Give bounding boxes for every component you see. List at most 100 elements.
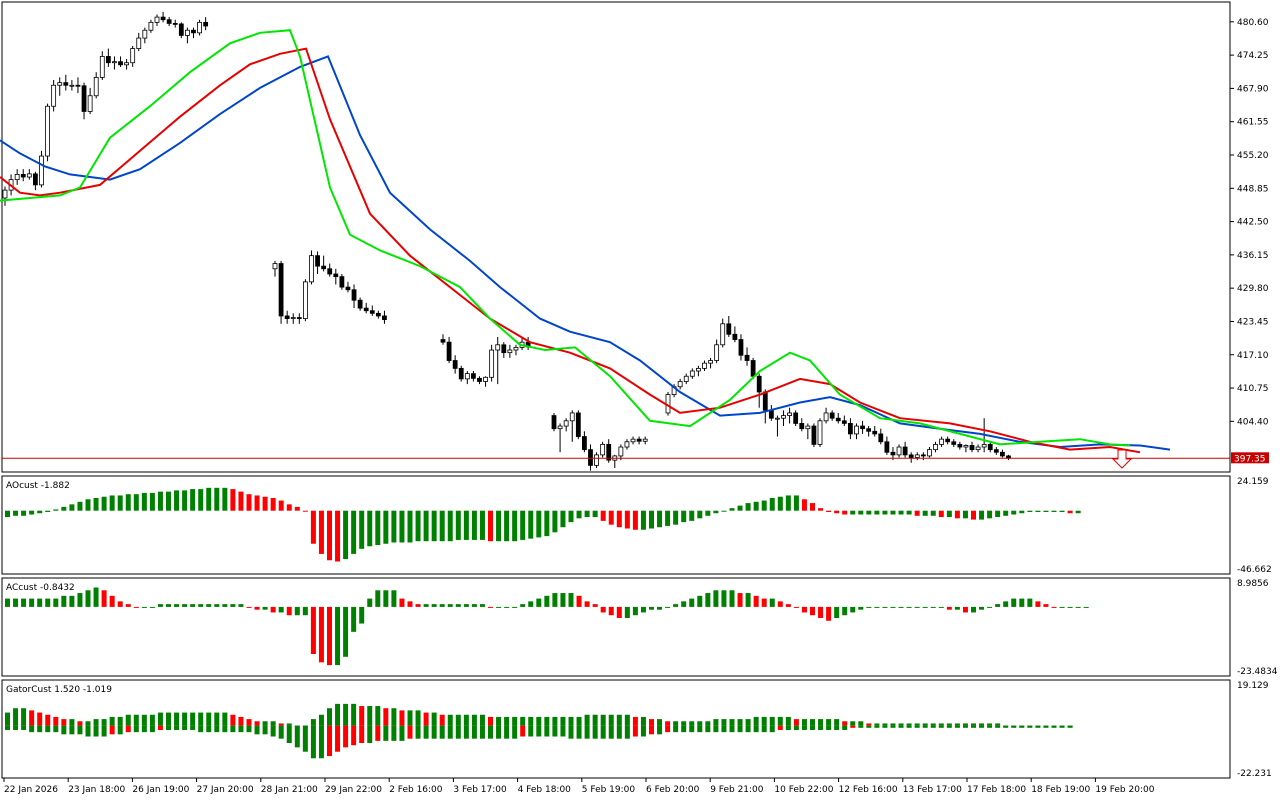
histogram-bar: [198, 712, 204, 726]
histogram-bar: [351, 703, 357, 726]
histogram-bar: [351, 725, 357, 746]
histogram-bar: [85, 499, 91, 511]
histogram-bar: [713, 510, 719, 514]
histogram-bar: [681, 725, 687, 733]
candle-body: [458, 367, 464, 380]
histogram-bar: [1051, 606, 1057, 608]
histogram-bar: [230, 725, 236, 733]
histogram-bar: [335, 703, 341, 726]
candle-body: [290, 317, 296, 319]
histogram-bar: [359, 725, 365, 744]
histogram-bar: [1003, 725, 1009, 728]
histogram-bar: [310, 719, 316, 726]
histogram-bar: [190, 712, 196, 726]
histogram-bar: [971, 725, 976, 728]
candle-body: [124, 62, 129, 66]
candle-body: [975, 446, 981, 451]
ac-axis-min: -23.4834: [1237, 667, 1278, 677]
histogram-bar: [592, 725, 598, 739]
candle-body: [957, 444, 963, 448]
candle-body: [987, 444, 993, 451]
histogram-bar: [222, 487, 228, 511]
histogram-bar: [101, 725, 107, 737]
histogram-bar: [455, 510, 461, 540]
histogram-bar: [552, 716, 558, 726]
histogram-bar: [818, 719, 824, 726]
histogram-bar: [801, 606, 807, 613]
candle-body: [841, 420, 847, 424]
histogram-bar: [471, 510, 477, 540]
time-axis-label: 10 Feb 22:00: [774, 785, 833, 795]
histogram-bar: [391, 510, 397, 543]
histogram-bar: [810, 719, 815, 726]
histogram-bar: [971, 606, 976, 613]
histogram-bar: [174, 712, 180, 726]
candle-body: [775, 417, 780, 420]
histogram-bar: [785, 495, 791, 511]
histogram-bar: [496, 606, 502, 608]
histogram-bar: [439, 604, 445, 607]
histogram-bar: [327, 510, 332, 561]
histogram-bar: [898, 723, 904, 726]
histogram-bar: [367, 706, 373, 726]
histogram-bar: [576, 510, 582, 519]
histogram-bar: [286, 723, 292, 726]
histogram-bar: [592, 714, 598, 726]
candle-body: [963, 445, 969, 448]
candle-body: [321, 265, 327, 270]
histogram-bar: [1083, 606, 1089, 608]
histogram-bar: [190, 489, 196, 511]
histogram-bar: [745, 593, 751, 607]
candle-body: [375, 312, 381, 317]
histogram-bar: [689, 725, 695, 733]
histogram-bar: [689, 510, 695, 521]
price-pane: [1, 1, 1231, 473]
candle-body: [81, 85, 87, 112]
sell-arrow-icon[interactable]: [1111, 449, 1133, 469]
candle-body: [702, 362, 707, 369]
candle-body: [848, 423, 853, 435]
histogram-bar: [818, 508, 824, 511]
histogram-bar: [246, 719, 252, 726]
histogram-bar: [61, 506, 67, 511]
histogram-bar: [882, 725, 888, 728]
alligator-teeth-line: [0, 47, 1141, 454]
candle-body: [908, 454, 914, 458]
histogram-bar: [818, 725, 824, 730]
histogram-bar: [761, 598, 767, 607]
histogram-bar: [407, 601, 413, 607]
histogram-bar: [455, 604, 461, 607]
histogram-bar: [608, 714, 614, 726]
candle-body: [689, 370, 695, 377]
ao-axis-min: -46.662: [1237, 565, 1272, 575]
histogram-bar: [439, 725, 445, 739]
histogram-bar: [801, 725, 807, 730]
price-tick-label: 423.45: [1237, 317, 1269, 327]
candle-body: [630, 438, 636, 443]
histogram-bar: [351, 510, 357, 554]
candle-body: [440, 339, 446, 343]
alligator-lips-line: [0, 29, 1131, 447]
histogram-bar: [874, 723, 880, 726]
candle-body: [738, 339, 744, 356]
candle-body: [309, 255, 314, 283]
candle-body: [142, 29, 148, 39]
time-axis-label: 6 Feb 20:00: [646, 785, 700, 795]
time-axis-label: 22 Jan 2026: [4, 785, 58, 795]
histogram-bar: [536, 725, 542, 737]
candle-body: [136, 37, 142, 49]
histogram-bar: [21, 725, 27, 730]
histogram-bar: [834, 606, 840, 618]
histogram-bar: [850, 721, 856, 726]
histogram-bar: [890, 510, 896, 515]
histogram-bar: [777, 601, 783, 607]
histogram-bar: [463, 725, 469, 739]
histogram-bar: [882, 510, 888, 515]
candle-body: [302, 281, 308, 319]
histogram-bar: [133, 714, 139, 726]
histogram-bar: [705, 593, 711, 607]
histogram-bar: [431, 604, 437, 607]
candle-body: [835, 417, 841, 422]
